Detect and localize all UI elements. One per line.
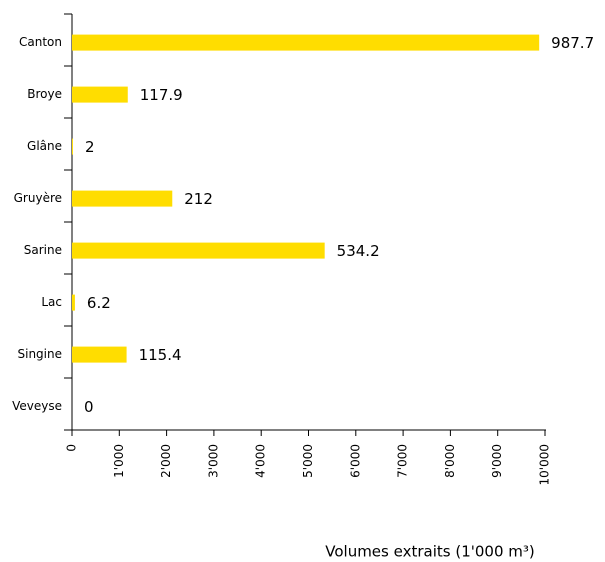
bar [72,86,128,103]
x-tick-label: 6'000 [348,444,362,478]
x-tick-label: 7'000 [396,444,410,478]
value-label: 115.4 [139,346,182,364]
bar [72,294,75,311]
x-tick-label: 0 [65,444,79,452]
x-tick-label: 5'000 [301,444,315,478]
bar [72,346,127,363]
bar [72,242,325,259]
x-tick-label: 1'000 [112,444,126,478]
x-tick-label: 9'000 [490,444,504,478]
x-tick-label: 10'000 [538,444,552,485]
x-tick-label: 4'000 [254,444,268,478]
bar [72,138,73,155]
y-tick-label: Veveyse [12,399,62,413]
y-tick-label: Lac [41,295,62,309]
y-tick-label: Singine [18,347,63,361]
bar [72,34,540,51]
value-label: 987.7 [551,34,594,52]
value-label: 6.2 [87,294,111,312]
value-label: 2 [85,138,95,156]
x-axis-label: Volumes extraits (1'000 m³) [325,543,534,561]
y-tick-label: Gruyère [14,191,62,205]
value-label: 534.2 [337,242,380,260]
y-tick-label: Sarine [24,243,62,257]
value-label: 0 [84,398,94,416]
x-tick-label: 2'000 [159,444,173,478]
x-tick-label: 8'000 [443,444,457,478]
y-tick-label: Canton [19,35,62,49]
y-tick-label: Broye [27,87,62,101]
y-tick-label: Glâne [27,139,62,153]
value-label: 117.9 [140,86,183,104]
x-tick-label: 3'000 [206,444,220,478]
value-label: 212 [184,190,213,208]
bar [72,190,173,207]
